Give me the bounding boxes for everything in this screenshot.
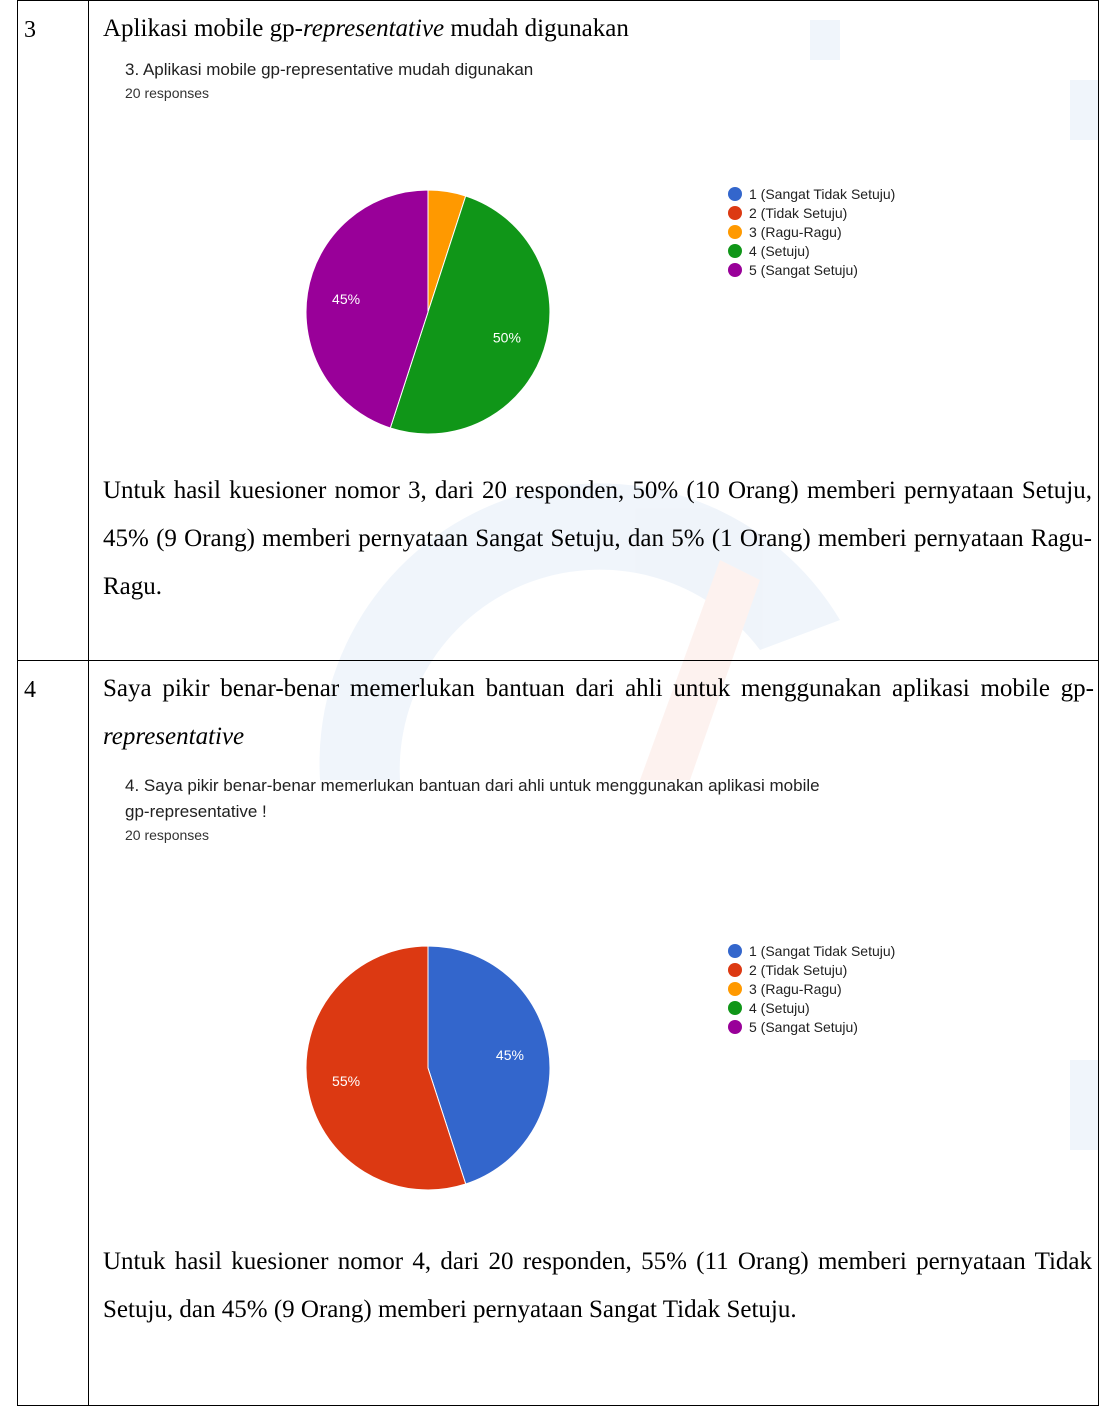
legend-swatch-icon xyxy=(728,225,742,239)
legend-label: 2 (Tidak Setuju) xyxy=(749,962,847,978)
legend-label: 2 (Tidak Setuju) xyxy=(749,205,847,221)
chart-title: 4. Saya pikir benar-benar memerlukan ban… xyxy=(125,773,845,825)
legend-label: 3 (Ragu-Ragu) xyxy=(749,981,842,997)
slice-percent-label: 55% xyxy=(332,1073,360,1089)
chart-subtitle: 20 responses xyxy=(125,83,1098,103)
statement-text: Aplikasi mobile gp-representative mudah … xyxy=(103,5,1098,53)
legend-item: 4 (Setuju) xyxy=(728,998,895,1017)
chart-title: 3. Aplikasi mobile gp-representative mud… xyxy=(125,57,845,83)
table-row: 4 Saya pikir benar-benar memerlukan bant… xyxy=(18,661,1099,1406)
statement-plain: Saya pikir benar-benar memerlukan bantua… xyxy=(103,675,1094,702)
result-text: Untuk hasil kuesioner nomor 4, dari 20 r… xyxy=(103,1238,1098,1334)
legend-swatch-icon xyxy=(728,982,742,996)
legend-swatch-icon xyxy=(728,263,742,277)
row-number: 3 xyxy=(24,1,88,44)
row-number: 4 xyxy=(24,661,88,704)
statement-tail: mudah digunakan xyxy=(444,15,629,42)
legend-label: 1 (Sangat Tidak Setuju) xyxy=(749,943,895,959)
table-row: 3 Aplikasi mobile gp-representative muda… xyxy=(18,1,1099,661)
result-text: Untuk hasil kuesioner nomor 3, dari 20 r… xyxy=(103,467,1098,611)
statement-text: Saya pikir benar-benar memerlukan bantua… xyxy=(103,665,1098,761)
legend-item: 1 (Sangat Tidak Setuju) xyxy=(728,184,895,203)
statement-plain: Aplikasi mobile gp- xyxy=(103,15,303,42)
statement-italic: representative xyxy=(303,15,444,42)
chart-legend: 1 (Sangat Tidak Setuju) 2 (Tidak Setuju) 3… xyxy=(728,941,895,1036)
legend-label: 1 (Sangat Tidak Setuju) xyxy=(749,186,895,202)
questionnaire-table: 3 Aplikasi mobile gp-representative muda… xyxy=(17,0,1099,1406)
legend-swatch-icon xyxy=(728,187,742,201)
legend-label: 4 (Setuju) xyxy=(749,1000,810,1016)
slice-percent-label: 50% xyxy=(493,330,521,346)
row-number-cell: 3 xyxy=(18,1,89,661)
legend-item: 2 (Tidak Setuju) xyxy=(728,203,895,222)
legend-swatch-icon xyxy=(728,244,742,258)
legend-swatch-icon xyxy=(728,206,742,220)
slice-percent-label: 45% xyxy=(496,1047,524,1063)
row-content-cell: Saya pikir benar-benar memerlukan bantua… xyxy=(89,661,1099,1406)
row-content-cell: Aplikasi mobile gp-representative mudah … xyxy=(89,1,1099,661)
legend-label: 5 (Sangat Setuju) xyxy=(749,262,858,278)
pie-chart: 50% 45% xyxy=(303,187,553,437)
row-number-cell: 4 xyxy=(18,661,89,1406)
legend-item: 3 (Ragu-Ragu) xyxy=(728,222,895,241)
legend-item: 4 (Setuju) xyxy=(728,241,895,260)
pie-chart-panel: 4. Saya pikir benar-benar memerlukan ban… xyxy=(103,773,1098,1238)
chart-legend: 1 (Sangat Tidak Setuju) 2 (Tidak Setuju) 3… xyxy=(728,184,895,279)
legend-label: 4 (Setuju) xyxy=(749,243,810,259)
legend-swatch-icon xyxy=(728,1020,742,1034)
pie-chart: 45% 55% xyxy=(303,943,553,1193)
legend-swatch-icon xyxy=(728,963,742,977)
legend-label: 5 (Sangat Setuju) xyxy=(749,1019,858,1035)
legend-item: 1 (Sangat Tidak Setuju) xyxy=(728,941,895,960)
slice-percent-label: 45% xyxy=(332,291,360,307)
statement-italic: representative xyxy=(103,723,244,750)
legend-item: 5 (Sangat Setuju) xyxy=(728,1017,895,1036)
pie-chart-panel: 3. Aplikasi mobile gp-representative mud… xyxy=(103,57,1098,467)
legend-item: 5 (Sangat Setuju) xyxy=(728,260,895,279)
legend-label: 3 (Ragu-Ragu) xyxy=(749,224,842,240)
legend-swatch-icon xyxy=(728,944,742,958)
chart-subtitle: 20 responses xyxy=(125,825,1098,845)
legend-swatch-icon xyxy=(728,1001,742,1015)
legend-item: 2 (Tidak Setuju) xyxy=(728,960,895,979)
legend-item: 3 (Ragu-Ragu) xyxy=(728,979,895,998)
